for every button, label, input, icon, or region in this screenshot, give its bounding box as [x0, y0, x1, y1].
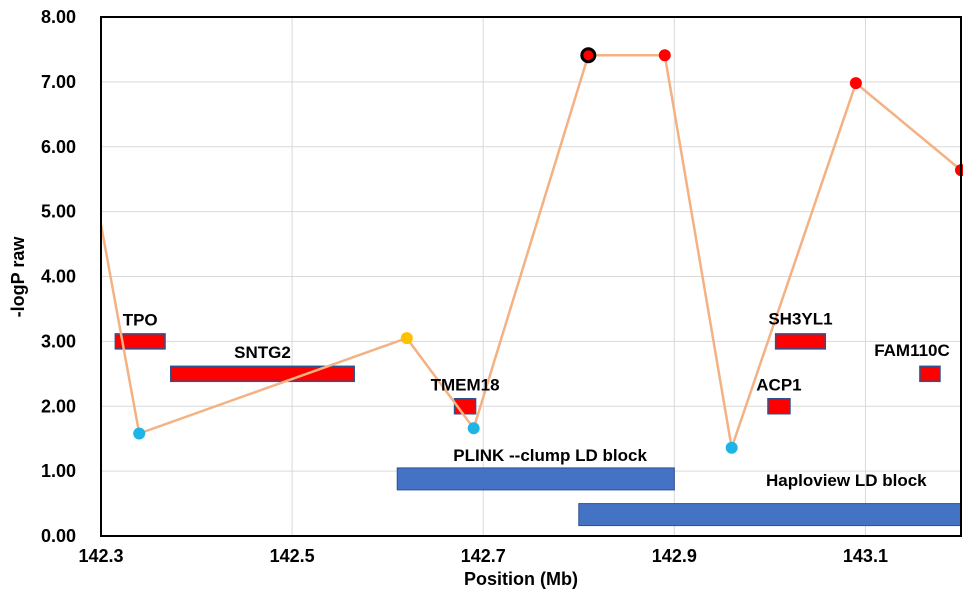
gene-label-tmem18: TMEM18: [431, 375, 500, 394]
y-tick-label: 8.00: [41, 7, 76, 27]
x-tick-label: 143.1: [843, 546, 888, 566]
x-tick-label: 142.9: [652, 546, 697, 566]
line-layer: [99, 54, 962, 449]
gene-bar-tpo: [114, 333, 166, 350]
y-tick-label: 0.00: [41, 526, 76, 546]
x-axis-title: Position (Mb): [464, 569, 578, 589]
ld-block-label-haploview: Haploview LD block: [766, 471, 927, 490]
snp-point: [658, 49, 671, 62]
y-axis-title: -logP raw: [8, 236, 28, 318]
lead-snp-point: [580, 47, 597, 64]
bars-layer: [114, 333, 962, 527]
snp-point: [133, 427, 146, 440]
gene-bar-sh3yl1: [774, 333, 827, 350]
y-tick-label: 2.00: [41, 396, 76, 416]
snp-point: [725, 441, 738, 454]
y-tick-label: 7.00: [41, 72, 76, 92]
snp-point: [400, 332, 413, 345]
series-line: [99, 54, 962, 449]
x-tick-label: 142.5: [270, 546, 315, 566]
x-tick-label: 142.3: [78, 546, 123, 566]
gene-bar-fam110c: [919, 365, 941, 383]
gene-label-acp1: ACP1: [756, 375, 801, 394]
gene-bar-acp1: [767, 398, 791, 415]
gene-label-sh3yl1: SH3YL1: [768, 309, 832, 328]
y-tick-label: 3.00: [41, 331, 76, 351]
plot-frame: [100, 16, 962, 537]
ld-block-label-plink: PLINK --clump LD block: [453, 446, 647, 465]
gene-bar-sntg2: [170, 365, 355, 383]
gene-label-tpo: TPO: [123, 310, 158, 329]
y-tick-label: 4.00: [41, 267, 76, 287]
x-tick-label: 142.7: [461, 546, 506, 566]
labels-layer: PLINK --clump LD block Haploview LD block…: [123, 309, 950, 490]
snp-point: [849, 77, 862, 90]
y-tick-label: 1.00: [41, 461, 76, 481]
ticks-layer: 0.00 1.00 2.00 3.00 4.00 5.00 6.00 7.00 8.00 142.…: [41, 7, 888, 566]
ld-block-bar: [578, 503, 962, 527]
snp-point: [467, 422, 480, 435]
gene-label-sntg2: SNTG2: [234, 343, 291, 362]
y-tick-label: 6.00: [41, 137, 76, 157]
grid-layer: [100, 16, 961, 537]
y-tick-label: 5.00: [41, 202, 76, 222]
gene-label-fam110c: FAM110C: [874, 341, 950, 360]
ld-block-bar: [396, 467, 675, 491]
points-layer: [133, 47, 963, 454]
